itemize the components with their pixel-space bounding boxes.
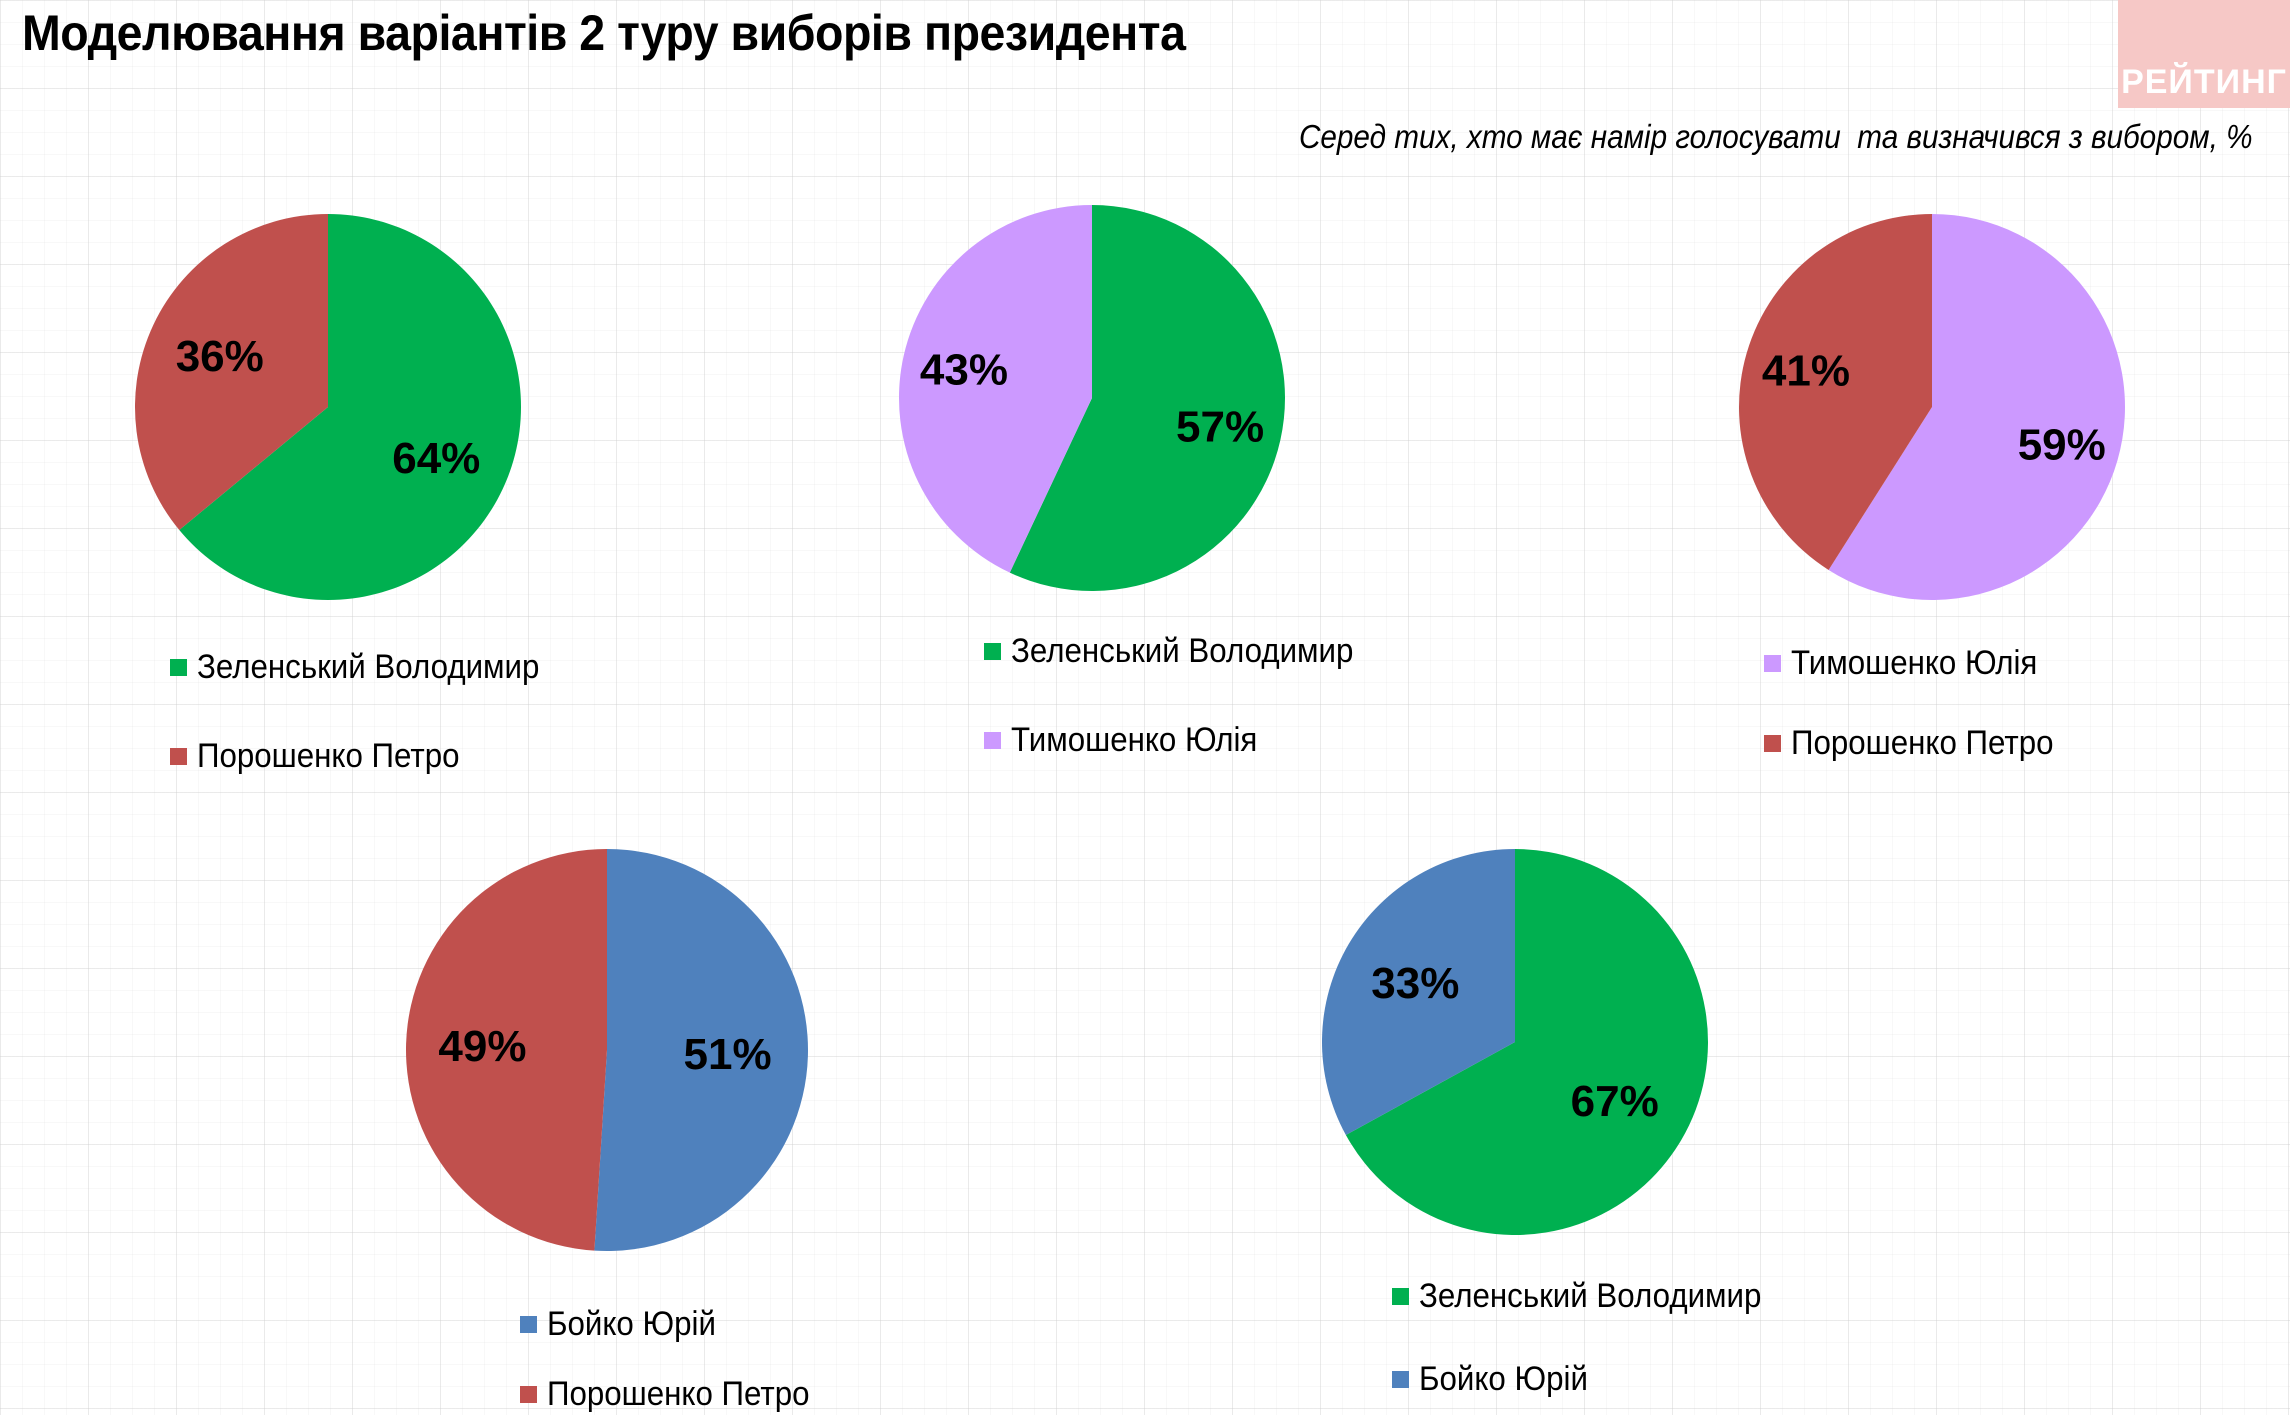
legend-label: Зеленський Володимир — [1419, 1277, 1762, 1315]
legend-item: Бойко Юрій — [1392, 1360, 1603, 1399]
legend-swatch — [1764, 655, 1781, 672]
pie-slice-2-2 — [899, 205, 1092, 573]
legend-label: Бойко Юрій — [1419, 1360, 1588, 1398]
pie-data-label-5-2: 33% — [1371, 959, 1459, 1008]
pie-slice-5-2 — [1322, 849, 1515, 1135]
pie-slice-1-2 — [135, 214, 328, 531]
page-title: Моделювання варіантів 2 туру виборів пре… — [22, 5, 1186, 61]
legend-label: Бойко Юрій — [547, 1305, 716, 1343]
legend-item: Порошенко Петро — [1764, 724, 2076, 763]
legend-item: Зеленський Володимир — [984, 632, 1383, 671]
legend-item: Порошенко Петро — [170, 737, 482, 776]
legend-swatch — [1764, 735, 1781, 752]
pie-slice-4-1 — [594, 849, 809, 1251]
legend-item: Порошенко Петро — [520, 1375, 832, 1414]
pie-data-label-2-2: 43% — [920, 345, 1008, 394]
pie-data-label-1-2: 36% — [176, 332, 264, 381]
legend-swatch — [1392, 1371, 1409, 1388]
pie-chart-4: 51% 49% — [406, 849, 809, 1251]
chart-subtitle: Серед тих, хто має намір голосувати та в… — [1298, 118, 2252, 155]
pie-data-label-3-1: 59% — [2018, 421, 2106, 470]
pie-slice-4-2 — [406, 849, 607, 1251]
legend-swatch — [984, 732, 1001, 749]
legend-item: Бойко Юрій — [520, 1305, 731, 1344]
legend-swatch — [520, 1386, 537, 1403]
pie-data-label-5-1: 67% — [1571, 1077, 1659, 1126]
legend-label: Зеленський Володимир — [1011, 632, 1354, 670]
pie-slice-1-1 — [179, 214, 521, 600]
pie-chart-2: 57% 43% — [899, 205, 1285, 591]
brand-logo: РЕЙТИНГ — [2118, 0, 2290, 108]
legend-swatch — [170, 748, 187, 765]
pie-data-label-4-2: 49% — [438, 1022, 526, 1071]
pie-chart-3: 59% 41% — [1739, 214, 2125, 600]
legend-label: Порошенко Петро — [547, 1375, 810, 1413]
pie-data-label-2-1: 57% — [1176, 403, 1264, 452]
legend-swatch — [520, 1316, 537, 1333]
legend-label: Тимошенко Юлія — [1011, 721, 1258, 759]
pie-data-label-3-2: 41% — [1762, 346, 1850, 395]
pie-slice-5-1 — [1345, 849, 1708, 1235]
legend-label: Зеленський Володимир — [197, 648, 540, 686]
legend-swatch — [1392, 1288, 1409, 1305]
legend-label: Порошенко Петро — [1791, 724, 2054, 762]
pie-chart-1: 64% 36% — [135, 214, 521, 600]
legend-label: Тимошенко Юлія — [1791, 644, 2038, 682]
legend-item: Тимошенко Юлія — [1764, 644, 2059, 683]
legend-swatch — [170, 659, 187, 676]
pie-slice-3-2 — [1739, 214, 1932, 570]
legend-item: Зеленський Володимир — [170, 648, 569, 687]
pie-slice-2-1 — [1009, 205, 1285, 591]
legend-swatch — [984, 643, 1001, 660]
legend-item: Тимошенко Юлія — [984, 721, 1279, 760]
pie-slice-3-1 — [1828, 214, 2125, 600]
pie-data-label-1-1: 64% — [392, 434, 480, 483]
pie-chart-5: 67% 33% — [1322, 849, 1708, 1235]
pie-data-label-4-1: 51% — [684, 1030, 772, 1079]
legend-item: Зеленський Володимир — [1392, 1277, 1791, 1316]
legend-label: Порошенко Петро — [197, 737, 460, 775]
